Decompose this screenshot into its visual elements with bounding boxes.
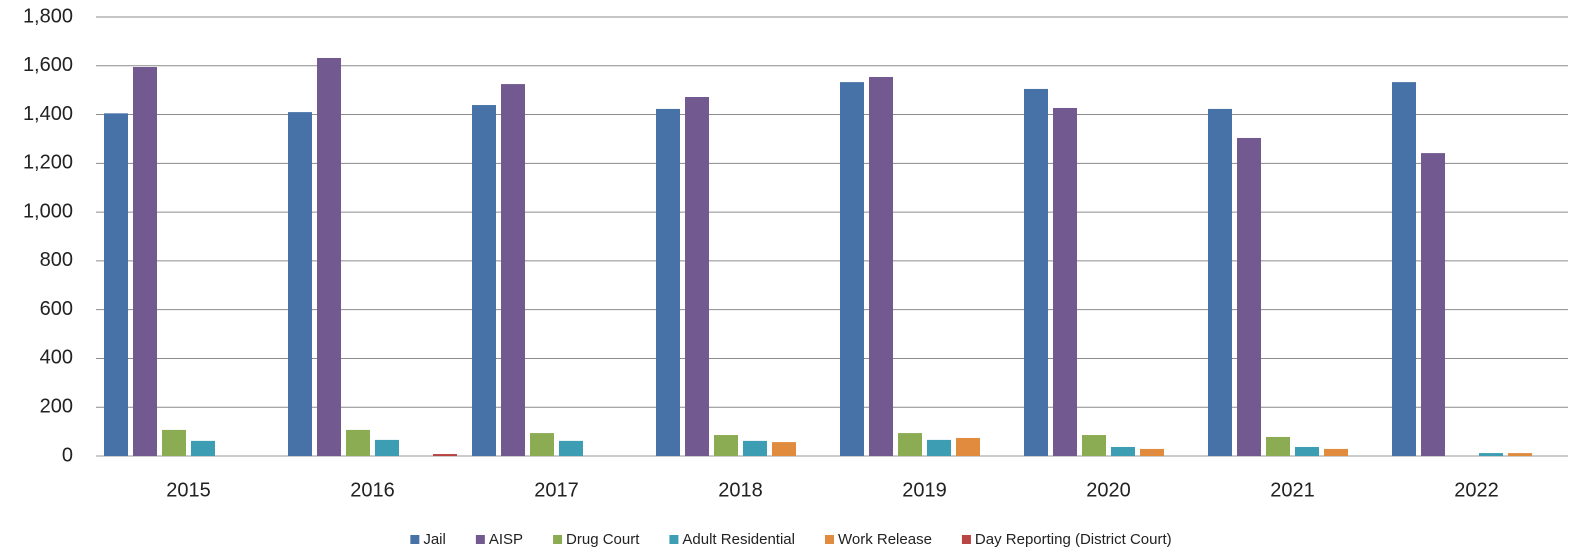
bar <box>317 57 341 457</box>
legend-label: Work Release <box>838 531 932 548</box>
bar <box>927 439 951 456</box>
bar <box>1295 446 1319 456</box>
bar <box>898 433 922 456</box>
bar <box>1082 435 1106 456</box>
y-tick-label: 1,200 <box>23 152 73 174</box>
bar <box>559 440 583 456</box>
legend-swatch <box>553 535 563 544</box>
bar <box>375 439 399 456</box>
x-tick-label: 2021 <box>1270 479 1315 501</box>
x-tick-label: 2018 <box>718 479 763 501</box>
bar <box>133 66 157 456</box>
bar <box>104 113 128 456</box>
legend-swatch <box>961 535 971 544</box>
legend-label: AISP <box>489 531 523 548</box>
y-tick-label: 200 <box>40 396 73 418</box>
y-tick-label: 600 <box>40 298 73 320</box>
bar <box>1208 108 1232 457</box>
bar <box>288 112 312 456</box>
y-tick-label: 1,000 <box>23 200 73 222</box>
y-tick-label: 400 <box>40 347 73 369</box>
bar <box>714 435 738 456</box>
legend-label: Adult Residential <box>682 531 795 548</box>
y-tick-label: 0 <box>62 444 73 466</box>
legend-swatch <box>475 535 485 544</box>
x-tick-label: 2022 <box>1454 479 1499 501</box>
bar <box>191 440 215 456</box>
legend-swatch <box>410 535 420 544</box>
legend-label: Jail <box>423 531 446 548</box>
bar <box>1508 453 1532 456</box>
x-tick-label: 2017 <box>534 479 579 501</box>
bar <box>1392 82 1416 456</box>
x-tick-label: 2020 <box>1086 479 1131 501</box>
bar <box>1024 88 1048 457</box>
y-tick-label: 1,800 <box>23 5 73 27</box>
x-tick-label: 2015 <box>166 479 211 501</box>
y-tick-label: 800 <box>40 249 73 271</box>
bar <box>869 76 893 456</box>
bar <box>772 442 796 456</box>
bar <box>501 84 525 456</box>
legend-swatch <box>824 535 834 544</box>
legend-swatch <box>669 535 679 544</box>
bar <box>685 96 709 457</box>
bar <box>1479 453 1503 456</box>
bar <box>656 108 680 457</box>
bar <box>530 433 554 456</box>
legend-label: Drug Court <box>566 531 640 548</box>
bar <box>162 429 186 456</box>
bar <box>433 454 457 456</box>
bar <box>743 440 767 456</box>
bar <box>1421 153 1445 456</box>
bar <box>346 429 370 456</box>
bar <box>1111 446 1135 456</box>
y-tick-label: 1,600 <box>23 54 73 76</box>
bar <box>956 437 980 456</box>
bar <box>840 82 864 456</box>
bar <box>1324 448 1348 456</box>
x-tick-label: 2016 <box>350 479 395 501</box>
bar <box>1237 137 1261 457</box>
bar <box>1140 448 1164 456</box>
bar <box>472 105 496 457</box>
bar <box>1266 436 1290 456</box>
bar <box>1053 107 1077 457</box>
y-tick-label: 1,400 <box>23 103 73 125</box>
legend-label: Day Reporting (District Court) <box>975 531 1172 548</box>
x-tick-label: 2019 <box>902 479 947 501</box>
